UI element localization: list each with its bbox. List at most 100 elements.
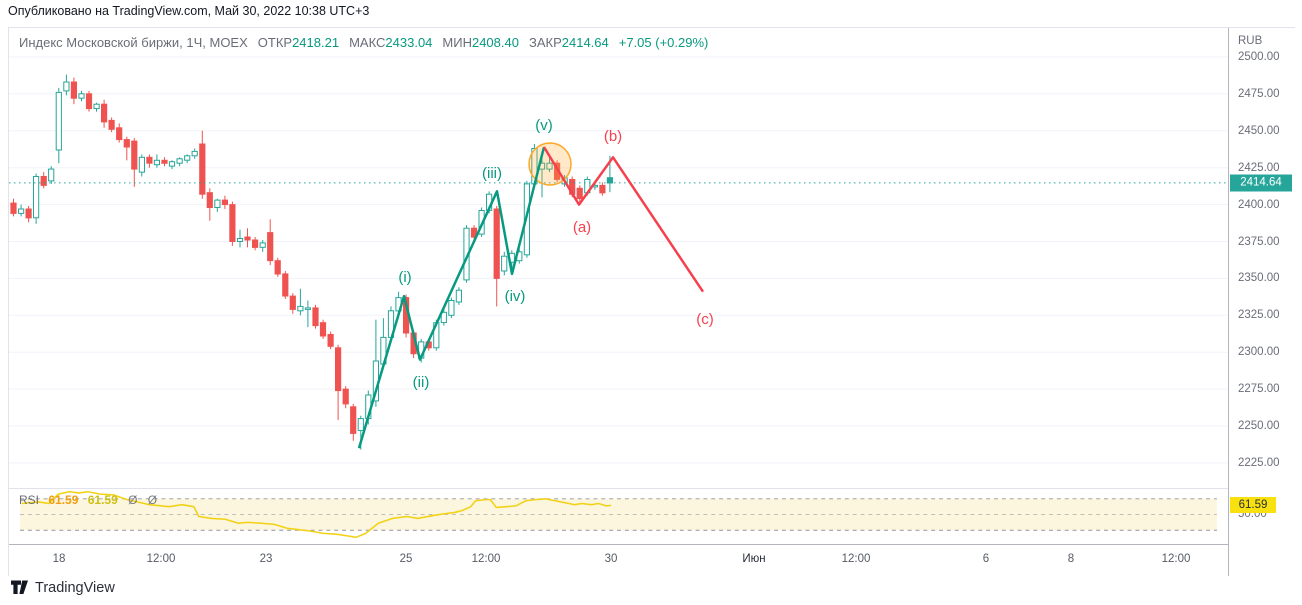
wave-label-a: (a) (573, 219, 591, 236)
candle-body (123, 139, 130, 148)
candle-body (168, 161, 176, 167)
rsi-pane-chart[interactable] (9, 488, 1228, 543)
candle-body (70, 81, 77, 99)
candle-body (101, 103, 108, 123)
elliott-impulse-line (357, 146, 546, 449)
time-tick: 12:00 (146, 553, 176, 565)
rsi-value-2: 61.59 (87, 493, 118, 507)
ohlc-open: ОТКР2418.21 (257, 35, 340, 50)
candle-body (18, 208, 25, 214)
time-tick: 8 (1067, 553, 1075, 565)
candle-body (221, 199, 229, 206)
time-tick: 12:00 (1161, 553, 1191, 565)
candle-body (10, 202, 17, 214)
chart-widget: Индекс Московской биржи, 1Ч, MOEX ОТКР241… (8, 27, 1295, 576)
wave-label-c: (c) (696, 311, 714, 328)
time-tick: 18 (52, 553, 66, 565)
candle-body (576, 187, 583, 200)
candle-body (48, 168, 55, 182)
time-tick: 12:00 (471, 553, 501, 565)
currency-label: RUB (1238, 35, 1263, 47)
price-tick: 2275.00 (1238, 383, 1280, 396)
price-pane-chart[interactable]: (i) (ii) (iii) (iv) (v) (a) (b) (c) (9, 28, 1228, 488)
rsi-source-icon-2[interactable]: Ø (147, 493, 158, 507)
candle-body (440, 311, 447, 324)
wave-label-ii: (ii) (413, 374, 430, 391)
change-value: +7.05 (+0.29%) (618, 35, 709, 50)
tradingview-logo-icon (11, 580, 28, 594)
time-tick: Июн (742, 553, 766, 565)
candle-body (244, 236, 251, 241)
rsi-line (21, 490, 612, 539)
candle-body (259, 242, 266, 248)
candle-body (327, 334, 334, 347)
candle-body (199, 143, 206, 195)
candle-body (236, 238, 244, 242)
wave-label-v: (v) (535, 117, 553, 134)
candle-body (289, 295, 296, 310)
candle-body (93, 103, 100, 110)
wave-label-i: (i) (398, 269, 411, 286)
rsi-legend[interactable]: RSI 61.59 61.59 Ø Ø (19, 493, 157, 507)
price-tick: 2450.00 (1238, 124, 1280, 137)
candle-body (146, 156, 153, 164)
candle-body (455, 289, 462, 303)
candle-body (304, 307, 311, 310)
rsi-value-badge: 61.59 (1230, 496, 1276, 513)
candle-body (252, 239, 259, 248)
candle-body (297, 305, 304, 312)
candle-body (267, 232, 274, 262)
price-tick: 2375.00 (1238, 235, 1280, 248)
candle-body (319, 322, 327, 337)
time-tick: 30 (604, 553, 618, 565)
candle-body (312, 307, 319, 327)
price-tick: 2400.00 (1238, 198, 1280, 211)
candle-body (448, 300, 455, 316)
ohlc-low: МИН2408.40 (442, 35, 519, 50)
footer-brand[interactable]: TradingView (10, 579, 115, 596)
candle-body (138, 156, 146, 173)
candle-body (191, 150, 198, 157)
price-tick: 2350.00 (1238, 272, 1280, 285)
price-tick: 2425.00 (1238, 161, 1280, 174)
time-tick: 23 (259, 553, 273, 565)
price-tick: 2225.00 (1238, 456, 1280, 469)
price-tick: 2300.00 (1238, 346, 1280, 359)
price-tick: 2325.00 (1238, 309, 1280, 322)
candle-body (229, 204, 236, 243)
elliott-correction-line (542, 146, 705, 293)
price-axis[interactable]: RUB 2414.64 50.00 61.59 2500.00 2475.00 24… (1228, 28, 1295, 576)
candle-body (78, 93, 85, 99)
last-price-badge: 2414.64 (1230, 174, 1292, 192)
candle-body (599, 184, 606, 194)
time-tick: 12:00 (841, 553, 871, 565)
candle-body (206, 192, 213, 208)
candle-body (25, 208, 32, 219)
candle-body (85, 93, 93, 110)
time-axis[interactable]: 18 12:00 23 25 12:00 30 Июн 12:00 6 8 12:00 (9, 544, 1228, 576)
price-tick: 2500.00 (1238, 50, 1280, 63)
candle-body (40, 176, 47, 186)
candle-body (606, 177, 613, 184)
rsi-value-1: 61.59 (48, 493, 79, 507)
symbol-title: Индекс Московской биржи, 1Ч, MOEX (19, 35, 248, 50)
candle-body (282, 273, 289, 297)
time-tick: 6 (982, 553, 990, 565)
rsi-band (20, 498, 1217, 531)
candle-body (153, 159, 161, 166)
candle-body (350, 406, 357, 434)
candle-body (357, 418, 364, 431)
wave-label-iii: (iii) (482, 165, 502, 182)
symbol-legend[interactable]: Индекс Московской биржи, 1Ч, MOEX ОТКР241… (19, 35, 708, 50)
candle-body (33, 176, 40, 219)
candle-body (63, 81, 70, 92)
time-tick: 25 (399, 553, 413, 565)
rsi-source-icon[interactable]: Ø (128, 493, 138, 507)
candle-body (131, 140, 138, 170)
candle-body (176, 158, 183, 164)
wave-label-b: (b) (604, 128, 622, 145)
rsi-label: RSI (19, 493, 40, 507)
candle-body (214, 199, 221, 209)
candle-body (116, 127, 123, 141)
